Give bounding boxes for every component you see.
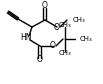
Text: O: O [54, 23, 60, 32]
Text: CH₃: CH₃ [59, 22, 71, 28]
Text: CH₃: CH₃ [59, 50, 71, 56]
Text: O: O [50, 41, 56, 50]
Text: HN: HN [20, 34, 32, 43]
Text: O: O [37, 56, 43, 65]
Text: O: O [42, 2, 48, 10]
Text: CH₃: CH₃ [73, 17, 86, 23]
Text: CH₃: CH₃ [80, 36, 93, 42]
